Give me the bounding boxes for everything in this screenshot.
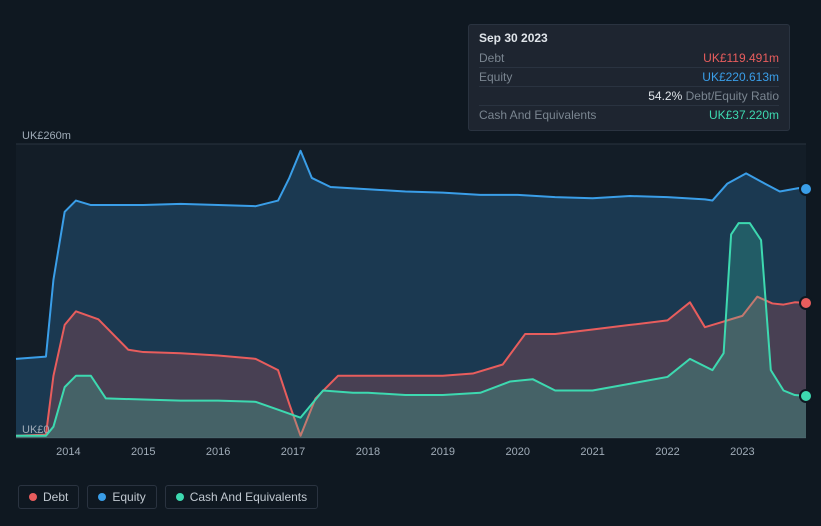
series-endcap-equity [799, 182, 813, 196]
x-tick-label: 2017 [281, 446, 305, 458]
series-endcap-cash [799, 389, 813, 403]
tooltip-row: EquityUK£220.613m [479, 67, 779, 86]
legend-item-cash-and-equivalents[interactable]: Cash And Equivalents [165, 485, 318, 509]
legend-item-debt[interactable]: Debt [18, 485, 79, 509]
x-tick-label: 2022 [655, 446, 679, 458]
legend-item-equity[interactable]: Equity [87, 485, 156, 509]
x-tick-label: 2019 [431, 446, 455, 458]
x-tick-label: 2021 [580, 446, 604, 458]
legend-dot-icon [176, 493, 184, 501]
x-tick-label: 2016 [206, 446, 230, 458]
x-tick-label: 2015 [131, 446, 155, 458]
chart-legend: Debt Equity Cash And Equivalents [18, 485, 318, 509]
x-tick-label: 2018 [356, 446, 380, 458]
chart-tooltip: Sep 30 2023 DebtUK£119.491mEquityUK£220.… [468, 24, 790, 131]
tooltip-row: 54.2% Debt/Equity Ratio [479, 86, 779, 105]
legend-dot-icon [29, 493, 37, 501]
legend-dot-icon [98, 493, 106, 501]
tooltip-row: Cash And EquivalentsUK£37.220m [479, 105, 779, 124]
legend-label: Debt [43, 490, 68, 504]
x-tick-label: 2023 [730, 446, 754, 458]
x-tick-label: 2014 [56, 446, 80, 458]
tooltip-row: DebtUK£119.491m [479, 49, 779, 67]
legend-label: Cash And Equivalents [190, 490, 307, 504]
x-tick-label: 2020 [505, 446, 529, 458]
legend-label: Equity [112, 490, 145, 504]
tooltip-date: Sep 30 2023 [479, 31, 779, 45]
series-endcap-debt [799, 296, 813, 310]
